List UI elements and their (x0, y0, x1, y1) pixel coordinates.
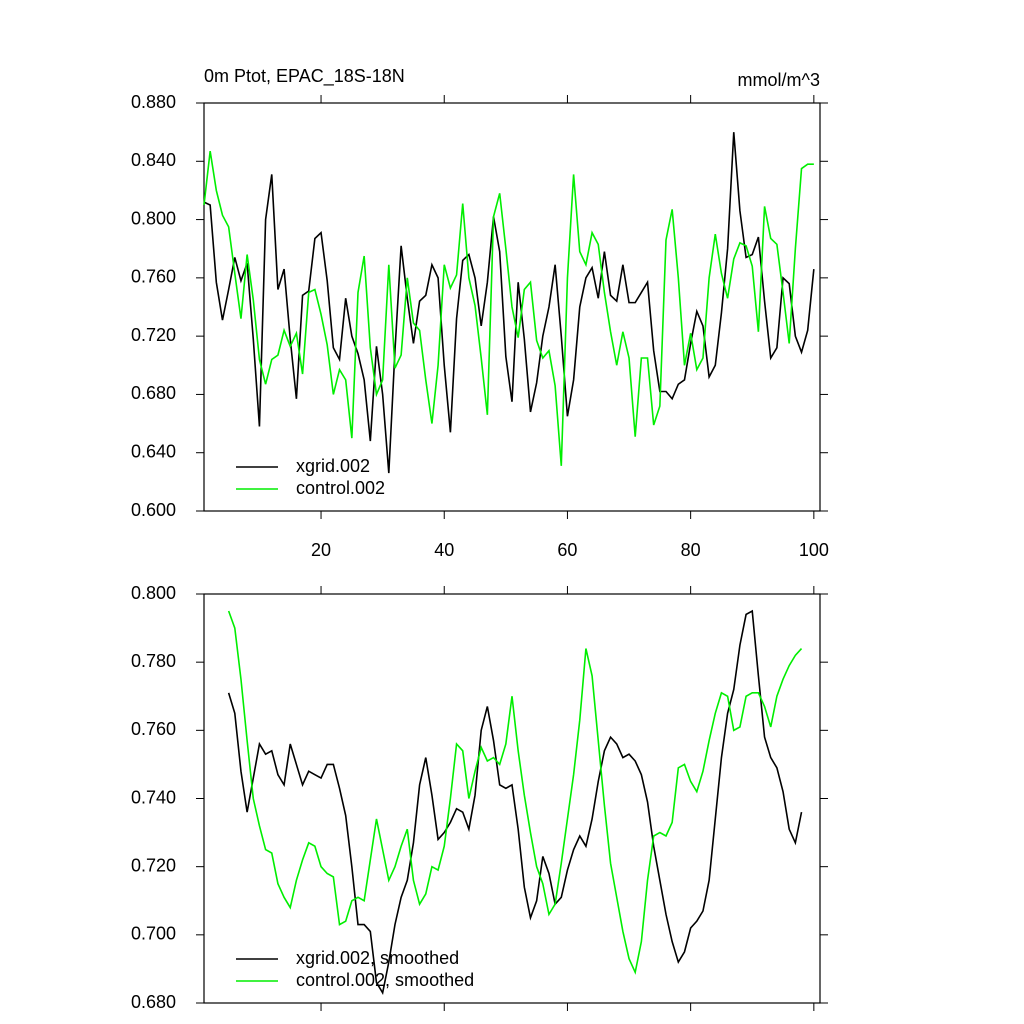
legend-label: xgrid.002, smoothed (296, 948, 459, 968)
y-tick-label: 0.720 (131, 855, 176, 875)
legend-label: control.002, smoothed (296, 970, 474, 990)
data-line (203, 132, 815, 474)
y-tick-label: 0.600 (131, 500, 176, 520)
x-tick-label: 40 (434, 540, 454, 560)
data-line (203, 150, 814, 466)
y-tick-label: 0.640 (131, 441, 176, 461)
y-tick-label: 0.760 (131, 267, 176, 287)
x-tick-label: 100 (799, 540, 829, 560)
y-tick-label: 0.680 (131, 992, 176, 1012)
y-tick-label: 0.800 (131, 583, 176, 603)
y-tick-label: 0.700 (131, 924, 176, 944)
y-tick-label: 0.720 (131, 325, 176, 345)
legend-label: xgrid.002 (296, 456, 370, 476)
y-tick-label: 0.760 (131, 719, 176, 739)
units-label: mmol/m^3 (738, 70, 820, 90)
chart-title: 0m Ptot, EPAC_18S-18N (204, 66, 405, 87)
y-tick-label: 0.740 (131, 787, 176, 807)
x-tick-label: 60 (557, 540, 577, 560)
y-tick-label: 0.800 (131, 208, 176, 228)
y-tick-label: 0.680 (131, 383, 176, 403)
plot-frame (203, 593, 821, 1004)
y-tick-label: 0.780 (131, 651, 176, 671)
plot-frame (203, 102, 821, 512)
y-tick-label: 0.880 (131, 92, 176, 112)
data-line (227, 610, 803, 975)
y-tick-label: 0.840 (131, 150, 176, 170)
data-line (227, 609, 803, 995)
legend-label: control.002 (296, 478, 385, 498)
x-tick-label: 80 (681, 540, 701, 560)
x-tick-label: 20 (311, 540, 331, 560)
